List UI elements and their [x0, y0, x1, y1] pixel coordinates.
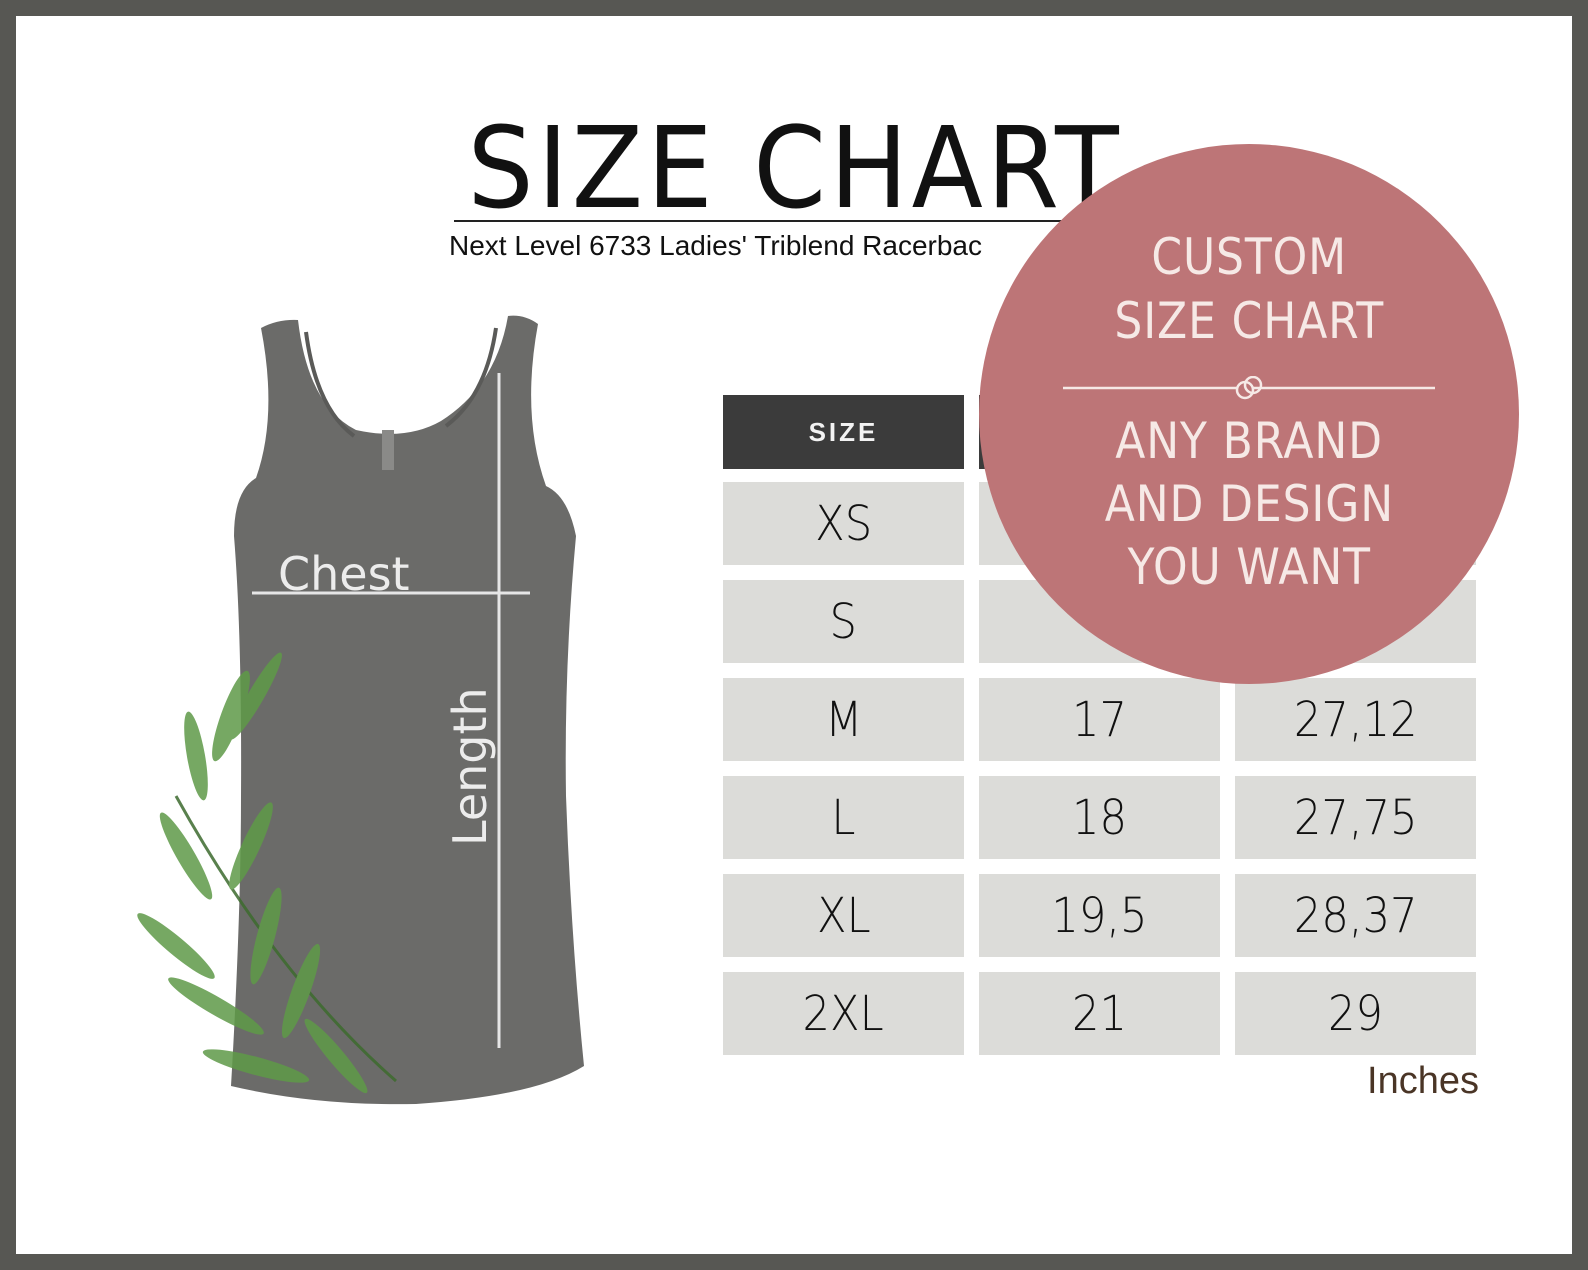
tank-top-shape: [231, 315, 584, 1105]
table-cell-size: XS: [723, 482, 964, 565]
cell-value: 27,12: [1293, 691, 1418, 748]
badge-line: ANY BRAND: [1115, 412, 1383, 470]
cell-value: 17: [1072, 691, 1127, 748]
cell-value: 27,75: [1293, 789, 1418, 846]
unit-label: Inches: [1367, 1060, 1479, 1102]
table-cell-length: 29: [1235, 972, 1476, 1055]
cell-value: S: [829, 593, 858, 650]
table-cell-size: M: [723, 678, 964, 761]
badge-line: AND DESIGN: [1104, 475, 1394, 533]
table-cell-size: 2XL: [723, 972, 964, 1055]
neck-label: [382, 430, 394, 470]
badge-line: SIZE CHART: [1114, 292, 1384, 350]
table-cell-chest: 21: [979, 972, 1220, 1055]
cell-value: 21: [1072, 985, 1127, 1042]
length-label: Length: [443, 687, 497, 846]
table-cell-length: 27,75: [1235, 776, 1476, 859]
chest-label: Chest: [278, 547, 410, 601]
table-cell-length: 27,12: [1235, 678, 1476, 761]
title-divider: [454, 220, 1114, 222]
page-title: SIZE CHART: [467, 104, 1123, 234]
cell-value: 19,5: [1051, 887, 1148, 944]
tank-top-illustration: Chest Length: [137, 315, 584, 1105]
badge-line: CUSTOM: [1151, 228, 1347, 286]
table-cell-size: XL: [723, 874, 964, 957]
badge-line: YOU WANT: [1127, 538, 1371, 596]
cell-value: 2XL: [802, 985, 885, 1042]
table-cell-chest: 18: [979, 776, 1220, 859]
table-cell-chest: 19,5: [979, 874, 1220, 957]
table-cell-chest: 17: [979, 678, 1220, 761]
custom-size-chart-badge: CUSTOM SIZE CHART ANY BRAND AND DESIGN Y…: [979, 144, 1519, 684]
cell-value: M: [824, 691, 863, 748]
table-cell-length: 28,37: [1235, 874, 1476, 957]
table-cell-size: L: [723, 776, 964, 859]
cell-value: 18: [1072, 789, 1127, 846]
size-chart-canvas: SIZE CHART Next Level 6733 Ladies' Tribl…: [16, 16, 1572, 1254]
cell-value: L: [831, 789, 856, 846]
header-size: SIZE: [723, 395, 964, 469]
cell-value: XL: [816, 887, 871, 944]
ornament-divider-icon: [1063, 376, 1435, 400]
product-subtitle: Next Level 6733 Ladies' Triblend Racerba…: [449, 230, 982, 261]
cell-value: 28,37: [1293, 887, 1418, 944]
leaves-decoration: [137, 652, 397, 1094]
table-cell-size: S: [723, 580, 964, 663]
cell-value: 29: [1328, 985, 1383, 1042]
cell-value: XS: [814, 495, 873, 552]
